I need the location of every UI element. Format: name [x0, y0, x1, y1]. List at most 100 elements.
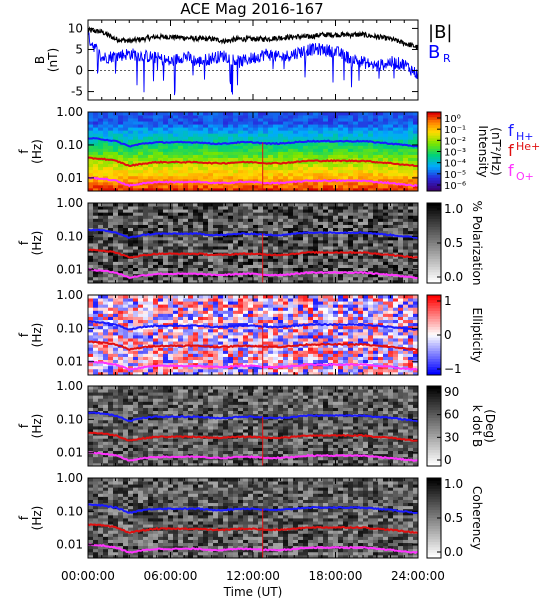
heatmap-cell — [313, 184, 319, 189]
heatmap-cell — [268, 338, 274, 342]
heatmap-cell — [298, 206, 304, 210]
heatmap-cell — [343, 184, 349, 189]
heatmap-cell — [173, 130, 179, 134]
heatmap-cell — [173, 184, 179, 189]
heatmap-cell — [383, 239, 389, 244]
heatmap-cell — [138, 298, 144, 302]
heatmap-cell — [88, 304, 94, 308]
heatmap-cell — [128, 298, 134, 302]
heatmap-cell — [343, 175, 349, 180]
heatmap-cell — [368, 243, 374, 247]
heatmap-cell — [288, 279, 294, 284]
heatmap-cell — [413, 233, 419, 238]
heatmap-cell — [328, 335, 334, 339]
heatmap-cell — [263, 212, 269, 216]
heatmap-cell — [258, 148, 264, 152]
heatmap-cell — [363, 133, 369, 137]
heatmap-cell — [288, 246, 294, 250]
heatmap-cell — [213, 362, 219, 367]
heatmap-cell — [298, 328, 304, 333]
heatmap-cell — [98, 279, 104, 284]
heatmap-cell — [158, 301, 164, 305]
heatmap-cell — [103, 118, 109, 122]
heatmap-cell — [268, 295, 274, 299]
heatmap-cell — [293, 218, 299, 222]
heatmap-cell — [318, 249, 324, 253]
heatmap-cell — [203, 136, 209, 140]
heatmap-cell — [108, 301, 114, 305]
heatmap-cell — [383, 172, 389, 177]
heatmap-cell — [368, 148, 374, 152]
heatmap-cell — [168, 145, 174, 149]
heatmap-cell — [318, 325, 324, 330]
heatmap-cell — [148, 295, 154, 299]
heatmap-cell — [228, 163, 234, 168]
heatmap-cell — [298, 273, 304, 278]
colorbar-cell — [427, 243, 441, 247]
heatmap-cell — [188, 319, 194, 324]
heatmap-cell — [328, 206, 334, 210]
heatmap-cell — [158, 115, 164, 119]
heatmap-cell — [233, 347, 239, 351]
heatmap-cell — [233, 267, 239, 272]
heatmap-cell — [213, 270, 219, 275]
heatmap-cell — [163, 304, 169, 308]
heatmap-cell — [408, 233, 414, 238]
heatmap-cell — [408, 157, 414, 162]
heatmap-cell — [158, 338, 164, 342]
heatmap-cell — [378, 112, 384, 116]
heatmap-cell — [283, 359, 289, 364]
heatmap-cell — [338, 206, 344, 210]
heatmap-cell — [168, 133, 174, 137]
heatmap-cell — [98, 115, 104, 119]
heatmap-cell — [213, 258, 219, 262]
heatmap-cell — [403, 243, 409, 247]
heatmap-cell — [93, 295, 99, 299]
heatmap-cell — [388, 270, 394, 275]
heatmap-cell — [373, 264, 379, 269]
heatmap-cell — [283, 203, 289, 207]
heatmap-cell — [193, 249, 199, 253]
heatmap-cell — [88, 310, 94, 314]
heatmap-cell — [193, 151, 199, 155]
heatmap-cell — [298, 243, 304, 247]
heatmap-cell — [188, 335, 194, 339]
heatmap-cell — [108, 295, 114, 299]
heatmap-cell — [313, 356, 319, 361]
colorbar-cell — [427, 148, 441, 152]
heatmap-cell — [273, 227, 279, 232]
heatmap-cell — [143, 130, 149, 134]
heatmap-cell — [213, 239, 219, 244]
heatmap-cell — [268, 184, 274, 189]
heatmap-cell — [313, 233, 319, 238]
heatmap-cell — [188, 365, 194, 370]
heatmap-cell — [298, 227, 304, 232]
heatmap-cell — [403, 227, 409, 232]
series-line-b-r — [87, 32, 419, 96]
heatmap-cell — [243, 335, 249, 339]
heatmap-cell — [383, 148, 389, 152]
heatmap-cell — [133, 264, 139, 269]
heatmap-cell — [88, 322, 94, 327]
heatmap-cell — [363, 255, 369, 259]
heatmap-cell — [323, 124, 329, 128]
heatmap-cell — [203, 246, 209, 250]
heatmap-cell — [198, 154, 204, 158]
heatmap-cell — [258, 264, 264, 269]
heatmap-cell — [228, 203, 234, 207]
heatmap-cell — [203, 295, 209, 299]
heatmap-cell — [318, 215, 324, 219]
heatmap-cell — [268, 252, 274, 256]
heatmap-cell — [188, 356, 194, 361]
heatmap-cell — [178, 338, 184, 342]
heatmap-cell — [258, 172, 264, 177]
heatmap-cell — [268, 261, 274, 265]
heatmap-cell — [213, 353, 219, 357]
heatmap-cell — [113, 307, 119, 311]
heatmap-cell — [233, 209, 239, 213]
heatmap-cell — [203, 124, 209, 128]
heatmap-cell — [198, 350, 204, 354]
heatmap-cell — [373, 139, 379, 143]
heatmap-cell — [178, 310, 184, 314]
heatmap-cell — [103, 328, 109, 333]
